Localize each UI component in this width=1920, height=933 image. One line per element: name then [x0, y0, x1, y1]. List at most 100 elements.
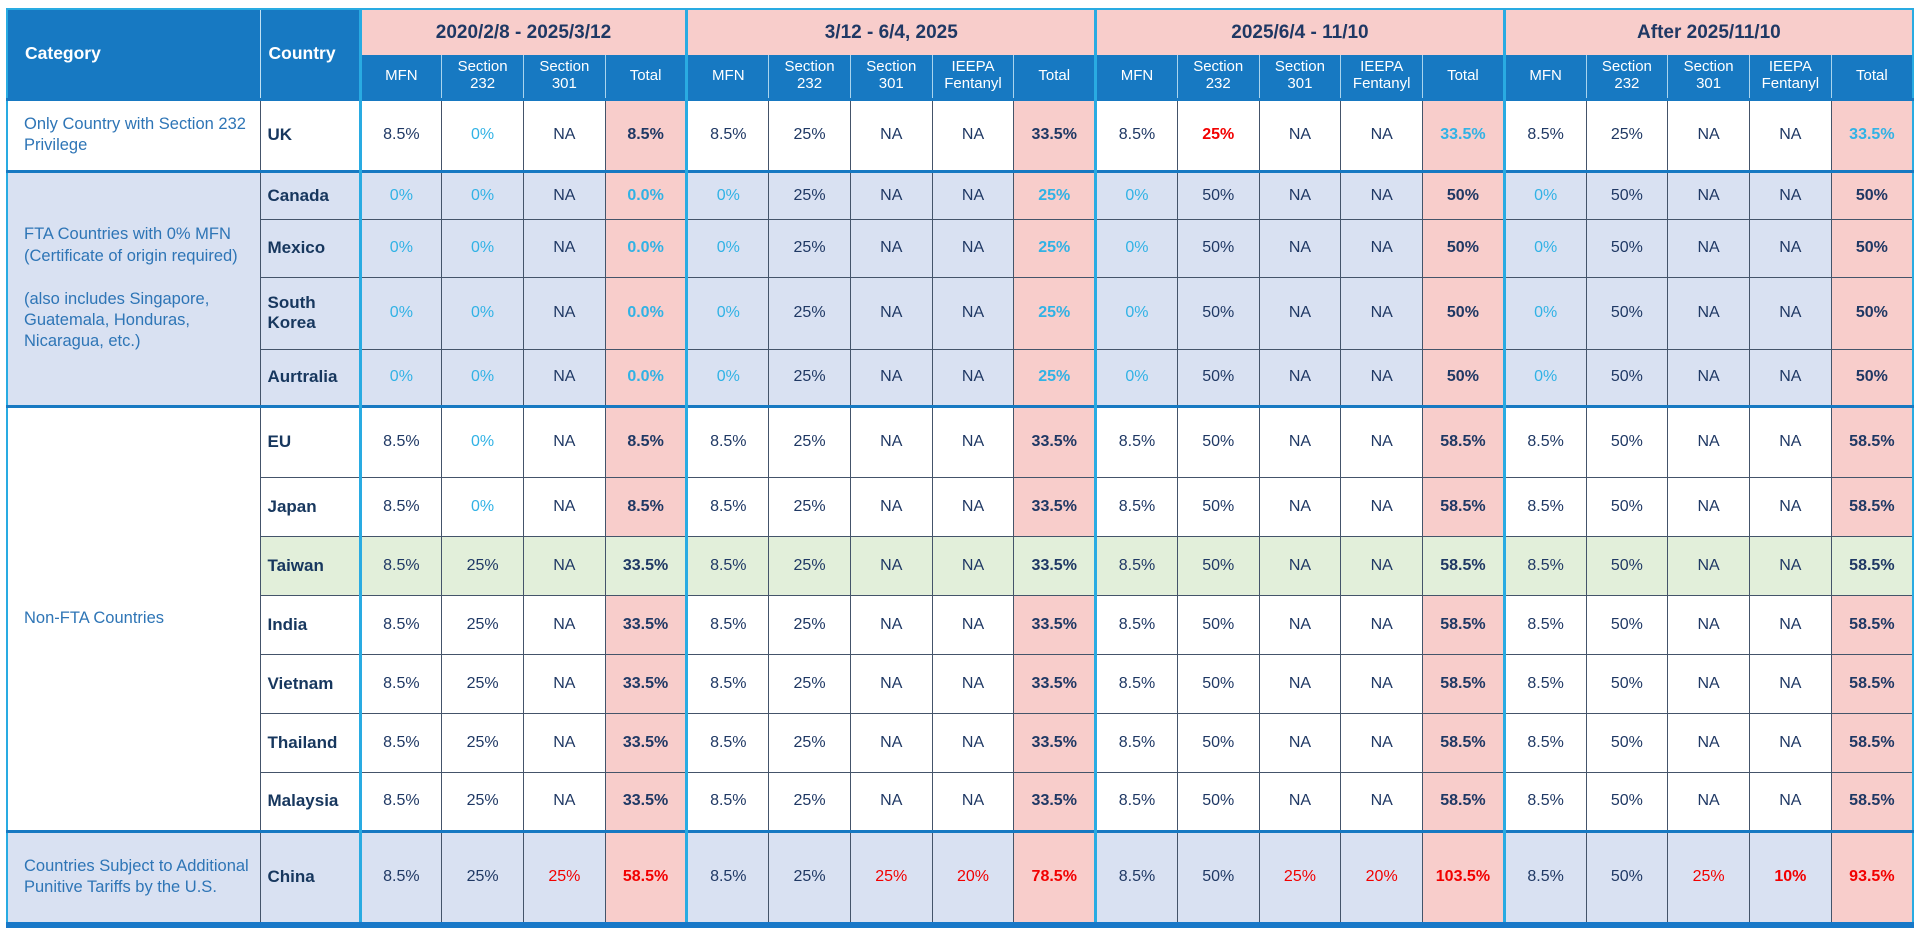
tariff-value-cell: NA [1340, 712, 1423, 772]
tariff-value-cell: 8.5% [358, 476, 442, 536]
tariff-value-cell: 58.5% [1830, 653, 1913, 713]
tariff-value-cell: NA [849, 97, 933, 171]
tariff-value-cell: 25% [768, 404, 851, 477]
tariff-column-header: Section 301 [1258, 55, 1341, 100]
tariff-column-header: Section 301 [849, 55, 933, 100]
tariff-value-cell: 8.5% [1094, 712, 1178, 772]
country-cell: Japan [259, 476, 360, 536]
tariff-value-cell: NA [849, 712, 933, 772]
tariff-value-cell: 25% [441, 829, 524, 925]
tariff-value-cell: 8.5% [685, 97, 769, 171]
tariff-value-cell: 25% [1013, 348, 1096, 406]
period-header-1: 2020/2/8 - 2025/3/12 [358, 9, 687, 55]
tariff-value-cell: 8.5% [358, 829, 442, 925]
table-row: Aurtralia 0% 0% NA 0.0% 0% 25% NA NA 25% 0% 50% NA NA… [7, 348, 1913, 406]
tariff-value-cell: 8.5% [685, 535, 769, 595]
tariff-value-cell: 8.5% [685, 476, 769, 536]
tariff-value-cell: 58.5% [1830, 771, 1913, 831]
tariff-value-cell: 25% [1585, 97, 1668, 171]
tariff-column-header: IEEPA Fentanyl [1340, 55, 1423, 100]
tariff-value-cell: 0% [1502, 169, 1587, 219]
tariff-value-cell: NA [522, 771, 606, 831]
tariff-value-cell: 0.0% [604, 276, 687, 349]
tariff-value-cell: 0% [685, 348, 769, 406]
tariff-value-cell: 8.5% [1502, 404, 1587, 477]
tariff-value-cell: 58.5% [1422, 653, 1505, 713]
tariff-column-header: MFN [358, 55, 442, 100]
tariff-value-cell: 0% [441, 276, 524, 349]
tariff-value-cell: NA [1258, 276, 1341, 349]
tariff-value-cell: NA [1667, 476, 1750, 536]
tariff-value-cell: 50% [1176, 712, 1260, 772]
tariff-value-cell: NA [1748, 535, 1832, 595]
tariff-value-cell: 8.5% [1094, 476, 1178, 536]
tariff-value-cell: NA [1667, 535, 1750, 595]
tariff-value-cell: 50% [1830, 276, 1913, 349]
tariff-value-cell: NA [1258, 404, 1341, 477]
tariff-value-cell: NA [1258, 476, 1341, 536]
tariff-value-cell: NA [522, 535, 606, 595]
table-row: Only Country with Section 232 Privilege U… [7, 97, 1913, 171]
tariff-value-cell: 8.5% [358, 712, 442, 772]
country-cell: Thailand [259, 712, 360, 772]
tariff-value-cell: NA [1258, 535, 1341, 595]
tariff-value-cell: 0% [1094, 218, 1178, 277]
table-row: Countries Subject to Additional Punitive… [7, 829, 1913, 925]
tariff-value-cell: NA [1340, 97, 1423, 171]
tariff-value-cell: NA [522, 169, 606, 219]
tariff-value-cell: 50% [1176, 535, 1260, 595]
tariff-value-cell: NA [1340, 218, 1423, 277]
tariff-value-cell: 33.5% [1013, 653, 1096, 713]
tariff-value-cell: 50% [1422, 348, 1505, 406]
tariff-value-cell: 50% [1176, 476, 1260, 536]
tariff-value-cell: 50% [1176, 594, 1260, 654]
tariff-value-cell: NA [1667, 771, 1750, 831]
tariff-value-cell: 25% [1013, 218, 1096, 277]
tariff-value-cell: NA [849, 348, 933, 406]
tariff-value-cell: 0% [358, 169, 442, 219]
tariff-value-cell: NA [931, 218, 1014, 277]
tariff-value-cell: NA [1340, 771, 1423, 831]
tariff-column-header: IEEPA Fentanyl [931, 55, 1014, 100]
tariff-value-cell: NA [931, 348, 1014, 406]
tariff-value-cell: 8.5% [604, 476, 687, 536]
tariff-value-cell: NA [931, 404, 1014, 477]
table-row: Malaysia 8.5% 25% NA 33.5% 8.5% 25% NA NA 33.5% 8.… [7, 771, 1913, 831]
country-cell: Vietnam [259, 653, 360, 713]
tariff-value-cell: NA [1748, 404, 1832, 477]
tariff-value-cell: 20% [931, 829, 1014, 925]
tariff-value-cell: 58.5% [1830, 535, 1913, 595]
tariff-value-cell: 25% [849, 829, 933, 925]
tariff-value-cell: 25% [1013, 276, 1096, 349]
tariff-value-cell: 33.5% [604, 712, 687, 772]
tariff-value-cell: 0% [1502, 276, 1587, 349]
tariff-value-cell: 50% [1585, 404, 1668, 477]
country-cell: Malaysia [259, 771, 360, 831]
tariff-value-cell: 50% [1585, 535, 1668, 595]
tariff-value-cell: 58.5% [1422, 771, 1505, 831]
country-cell: Mexico [259, 218, 360, 277]
tariff-value-cell: 25% [441, 653, 524, 713]
tariff-value-cell: 8.5% [1094, 535, 1178, 595]
tariff-value-cell: 0% [1094, 276, 1178, 349]
tariff-value-cell: 50% [1585, 653, 1668, 713]
category-cell: FTA Countries with 0% MFN (Certificate o… [7, 169, 260, 406]
tariff-value-cell: NA [522, 712, 606, 772]
tariff-value-cell: NA [1748, 771, 1832, 831]
tariff-value-cell: NA [1748, 218, 1832, 277]
tariff-value-cell: 50% [1176, 218, 1260, 277]
tariff-value-cell: 50% [1585, 169, 1668, 219]
tariff-value-cell: NA [1667, 404, 1750, 477]
tariff-value-cell: 50% [1176, 348, 1260, 406]
tariff-value-cell: 8.5% [685, 594, 769, 654]
table-row: Taiwan 8.5% 25% NA 33.5% 8.5% 25% NA NA 33.5% 8.5%… [7, 535, 1913, 595]
tariff-value-cell: 50% [1585, 276, 1668, 349]
tariff-value-cell: 58.5% [604, 829, 687, 925]
table-row: South Korea 0% 0% NA 0.0% 0% 25% NA NA 25% 0% 50% NA… [7, 276, 1913, 349]
category-column-header: Category [7, 9, 260, 100]
tariff-value-cell: 8.5% [1094, 829, 1178, 925]
tariff-value-cell: NA [849, 169, 933, 219]
tariff-value-cell: 25% [768, 829, 851, 925]
tariff-value-cell: NA [1667, 712, 1750, 772]
